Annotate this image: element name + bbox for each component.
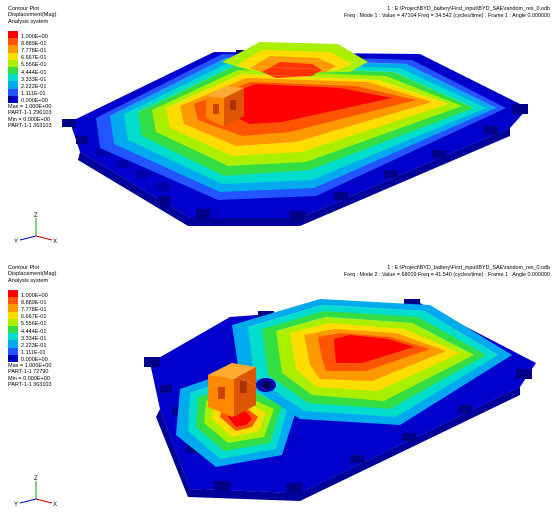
max-value: Max = 1.000E+00 (8, 362, 52, 369)
legend-value: 4.444E-01 (21, 69, 47, 76)
contour-plot-panel-mode-2: Contour Plot Displacement(Mag) Analysis … (0, 259, 558, 517)
triad-z-label: Z (34, 213, 38, 219)
legend-value: 1.000E+00 (21, 292, 48, 299)
plot-stats: R Max = 1.000E+00 PART-1-1 296103 Min = … (8, 97, 52, 130)
result-file: 1 : E:\Project\BYD_battery\First_input\B… (387, 265, 550, 271)
displacement-contour-bands-right (232, 299, 512, 425)
displacement-contour-bands (96, 54, 506, 200)
legend-swatch (8, 340, 18, 348)
frame-line: Freq : Mode 2 : Value = 68019 Freq = 41.… (343, 271, 550, 278)
legend-value: 6.667E-01 (21, 55, 47, 62)
fea-model-render-mode-2[interactable] (0, 259, 558, 517)
legend-swatch (8, 311, 18, 319)
triad-y-label: Y (14, 239, 18, 245)
bracket-block (208, 363, 276, 417)
legend-swatch (8, 333, 18, 341)
legend-value: 7.778E-01 (21, 47, 47, 54)
legend-value: 8.889E-01 (21, 40, 47, 47)
min-value: Min = 0.000E+00 (8, 116, 50, 123)
legend-value: 0.000E+00 (21, 357, 48, 364)
nodata-marker: R (8, 97, 12, 103)
legend-value: 2.222E-01 (21, 83, 47, 90)
plot-system: Analysis system (8, 277, 49, 284)
legend-value: 2.223E-01 (21, 342, 47, 349)
legend-swatch (8, 95, 18, 103)
plot-header: Contour Plot Displacement(Mag) Analysis … (8, 6, 57, 25)
legend-value: 1.111E-01 (21, 350, 46, 357)
max-node: PART-1-1 296103 (8, 110, 52, 117)
result-file: 1 : E:\Project\BYD_battery\First_input\B… (387, 6, 550, 12)
legend-swatch (8, 31, 18, 39)
contour-plot-panel-mode-1: Contour Plot Displacement(Mag) Analysis … (0, 0, 558, 258)
triad-y-label: Y (14, 502, 18, 508)
fea-model-render-mode-1[interactable] (0, 0, 558, 258)
legend-swatch (8, 45, 18, 53)
legend-value: 8.889E-01 (21, 299, 47, 306)
legend-swatch (8, 347, 18, 355)
legend-swatch (8, 297, 18, 305)
legend-value: 7.778E-01 (21, 306, 47, 313)
legend-value: 1.000E+00 (21, 33, 48, 40)
legend-swatch (8, 318, 18, 326)
plot-title: Contour Plot (8, 6, 40, 12)
min-node: PART-1-1 363103 (8, 123, 52, 130)
legend-swatch (8, 304, 18, 312)
min-node: PART-1-1 363103 (8, 382, 52, 389)
legend-value: 0.000E+00 (21, 98, 48, 105)
legend-value: 3.334E-01 (21, 335, 47, 342)
triad-x-label: X (53, 502, 57, 508)
frame-info: 1 : E:\Project\BYD_battery\First_input\B… (344, 6, 550, 19)
frame-line: Freq : Mode 1 : Value = 47104 Freq = 34.… (343, 12, 550, 19)
plot-quantity: Displacement(Mag) (8, 12, 57, 19)
bracket-block (206, 86, 244, 126)
plot-quantity: Displacement(Mag) (8, 271, 57, 278)
legend-swatch (8, 81, 18, 89)
nodata-marker: R (8, 356, 12, 362)
legend-swatch (8, 290, 18, 298)
legend-swatch (8, 88, 18, 96)
legend-value: 1.111E-01 (21, 91, 46, 98)
plot-title: Contour Plot (8, 265, 40, 271)
legend-value: 3.333E-01 (21, 76, 47, 83)
coordinate-triad-icon: Z X Y (14, 476, 57, 508)
legend-value: 4.444E-01 (21, 328, 47, 335)
legend-value: 5.556E-01 (21, 321, 47, 328)
mesh-edges (109, 57, 497, 117)
max-value: Max = 1.000E+00 (8, 103, 52, 110)
legend-swatch (8, 38, 18, 46)
legend-value: 6.667E-01 (21, 314, 47, 321)
coordinate-triad-icon: Z X Y (14, 213, 57, 245)
plot-header: Contour Plot Displacement(Mag) Analysis … (8, 265, 57, 284)
legend-swatch (8, 325, 18, 334)
legend-swatch (8, 354, 18, 362)
plot-stats: R Max = 1.000E+00 PART-1-1 72790 Min = 0… (8, 356, 52, 389)
raised-module (222, 42, 368, 78)
triad-x-label: X (53, 239, 57, 245)
legend-swatch (8, 52, 18, 60)
legend-value: 5.556E-01 (21, 62, 47, 69)
triad-z-label: Z (34, 476, 38, 482)
frame-info: 1 : E:\Project\BYD_battery\First_input\B… (344, 265, 550, 278)
legend-swatch (8, 59, 18, 67)
max-node: PART-1-1 72790 (8, 369, 49, 376)
legend-swatch (8, 74, 18, 82)
min-value: Min = 0.000E+00 (8, 375, 50, 382)
mesh-edges (189, 304, 499, 402)
legend-swatch (8, 66, 18, 75)
plot-system: Analysis system (8, 18, 49, 25)
